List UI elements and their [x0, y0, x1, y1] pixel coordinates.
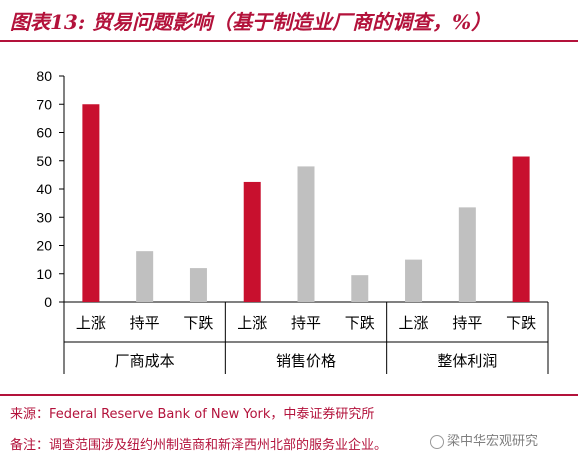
source-note: 来源：Federal Reserve Bank of New York，中泰证券… — [10, 407, 375, 422]
category-label: 上涨 — [399, 314, 429, 332]
remark-note: 备注：调查范围涉及纽约州制造商和新泽西州北部的服务业企业。 — [10, 438, 388, 453]
y-tick-label: 30 — [36, 209, 52, 225]
bar — [297, 166, 315, 302]
group-label: 销售价格 — [276, 352, 336, 370]
y-tick-label: 0 — [44, 294, 52, 310]
bar — [136, 251, 154, 302]
category-label: 持平 — [452, 314, 482, 332]
category-label: 持平 — [130, 314, 160, 332]
bar — [243, 181, 261, 302]
title-divider — [0, 40, 578, 42]
category-label: 上涨 — [237, 314, 267, 332]
y-tick-label: 70 — [36, 96, 52, 112]
y-tick-label: 60 — [36, 125, 52, 141]
category-label: 持平 — [291, 314, 321, 332]
category-label: 下跌 — [345, 314, 375, 332]
y-tick-label: 80 — [36, 68, 52, 84]
y-tick-label: 10 — [36, 266, 52, 282]
y-tick-label: 20 — [36, 238, 52, 254]
category-label: 下跌 — [183, 314, 213, 332]
bar — [512, 156, 530, 302]
group-label: 厂商成本 — [115, 352, 175, 370]
footer-divider — [0, 394, 578, 396]
group-label: 整体利润 — [437, 352, 497, 370]
bar — [189, 268, 207, 302]
category-label: 下跌 — [506, 314, 536, 332]
bar — [351, 275, 369, 302]
category-label: 上涨 — [76, 314, 106, 332]
bar — [458, 207, 476, 302]
watermark-text: 梁中华宏观研究 — [447, 434, 539, 449]
wechat-icon — [430, 434, 444, 449]
y-tick-label: 40 — [36, 181, 52, 197]
y-tick-label: 50 — [36, 153, 52, 169]
watermark: 梁中华宏观研究 — [430, 430, 538, 449]
bar — [82, 104, 100, 302]
chart-title: 图表13: 贸易问题影响（基于制造业厂商的调查，%） — [10, 10, 492, 34]
bar — [405, 259, 423, 302]
